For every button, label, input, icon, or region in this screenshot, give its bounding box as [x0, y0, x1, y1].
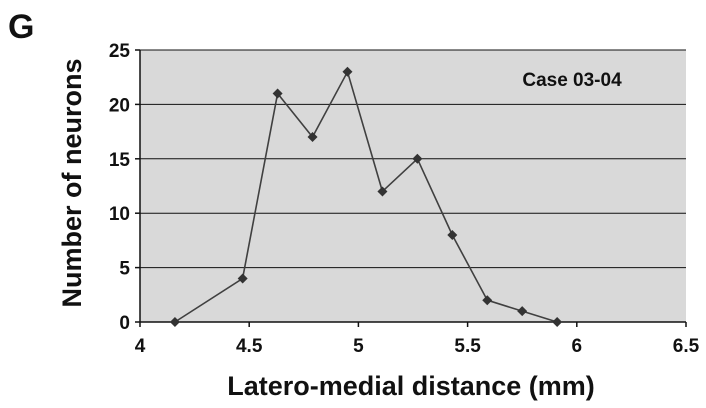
- panel-label: G: [8, 8, 34, 46]
- x-tick-label-0: 4: [135, 336, 146, 357]
- tick-labels: 0 5 10 15 20 25 4 4.5 5 5.5 6 6.5: [109, 41, 700, 357]
- x-tick-label-4: 6: [572, 336, 583, 357]
- y-tick-label-1: 5: [119, 259, 130, 280]
- y-tick-label-3: 15: [109, 150, 131, 171]
- x-axis-title: Latero-medial distance (mm): [227, 371, 595, 401]
- x-tick-label-2: 5: [353, 336, 364, 357]
- y-tick-label-5: 25: [109, 41, 131, 62]
- data-point-8: [482, 295, 493, 306]
- data-point-10: [552, 317, 563, 327]
- plot-area: [140, 50, 686, 322]
- data-point-3: [307, 132, 318, 143]
- case-annotation: Case 03-04: [522, 70, 622, 91]
- data-point-1: [237, 273, 248, 284]
- x-tick-label-5: 6.5: [673, 336, 700, 357]
- data-point-0: [169, 317, 180, 327]
- data-series: [169, 66, 563, 327]
- axes: [135, 49, 687, 327]
- y-tick-label-4: 20: [109, 95, 130, 116]
- data-point-6: [412, 153, 423, 164]
- data-point-7: [447, 229, 458, 240]
- x-tick-label-1: 4.5: [236, 336, 263, 357]
- y-tick-label-2: 10: [109, 204, 130, 225]
- data-point-9: [517, 306, 528, 317]
- data-point-4: [342, 66, 353, 77]
- y-tick-label-0: 0: [119, 313, 130, 334]
- data-point-2: [272, 88, 283, 99]
- x-tick-label-3: 5.5: [454, 336, 481, 357]
- y-axis-title: Number of neurons: [57, 58, 87, 307]
- data-point-5: [377, 186, 388, 197]
